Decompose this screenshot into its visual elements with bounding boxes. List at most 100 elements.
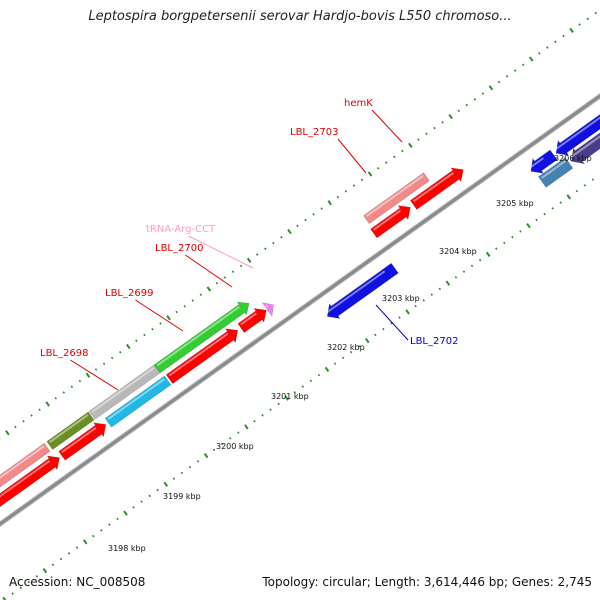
upper-tick [360, 178, 364, 182]
upper-tick [586, 17, 589, 21]
lower-tick [445, 280, 451, 286]
lower-tick [180, 471, 184, 475]
lower-tick [196, 460, 200, 463]
gene-g8 [153, 301, 250, 374]
upper-tick [384, 161, 388, 164]
upper-tick [336, 195, 340, 199]
upper-tick [143, 333, 146, 337]
upper-tick [473, 98, 477, 101]
gene-g18 [571, 132, 600, 165]
upper-tick [497, 80, 501, 84]
gene-g1 [0, 442, 51, 488]
upper-tick [546, 46, 549, 49]
gene-shine [541, 160, 566, 179]
lower-tick [67, 552, 71, 555]
map-title: Leptospira borgpetersenii serovar Hardjo… [88, 9, 512, 24]
lower-tick [422, 299, 425, 302]
upper-tick [304, 218, 307, 222]
upper-tick [425, 132, 428, 136]
lower-tick [324, 366, 330, 372]
upper-tick [448, 113, 453, 120]
upper-tick [367, 171, 373, 177]
upper-tick [78, 379, 82, 383]
lower-tick [59, 557, 63, 561]
upper-tick [246, 257, 252, 263]
gene-label-g8: LBL_2699 [105, 288, 153, 299]
leader-g13 [371, 109, 403, 143]
gene-labels: LBL_2698 LBL_2699 LBL_2700 tRNA-Arg-CCT LBL_… [40, 98, 458, 359]
lower-tick [511, 235, 514, 239]
upper-tick [320, 207, 323, 210]
backbone-line [0, 94, 600, 526]
lower-tick [454, 276, 458, 279]
lower-tick [495, 247, 498, 250]
lower-tick [503, 241, 506, 245]
lower-tick [261, 414, 264, 417]
upper-tick [30, 414, 33, 417]
upper-tick [231, 270, 235, 274]
lower-tick [92, 534, 95, 538]
lower-tick [566, 194, 572, 200]
lower-tick [559, 201, 562, 204]
lower-tick [277, 402, 280, 406]
lower-tick [535, 218, 538, 222]
gene-shine [156, 306, 240, 367]
lower-tick [591, 178, 595, 181]
gene-shine [570, 135, 600, 158]
gene-shine [107, 378, 165, 420]
upper-tick [408, 142, 413, 148]
gene-g9 [237, 308, 267, 334]
upper-tick [569, 27, 574, 33]
lower-tick [526, 223, 531, 229]
lower-tick [575, 189, 579, 193]
gene-g11 [326, 262, 399, 319]
upper-tick [45, 401, 50, 407]
upper-tick [199, 293, 203, 297]
upper-tick [344, 190, 348, 193]
upper-tick [62, 391, 66, 394]
lower-tick [414, 304, 417, 308]
lower-tick [35, 575, 39, 578]
upper-tick [393, 155, 396, 159]
lower-tick [11, 592, 14, 595]
lower-tick [244, 424, 249, 430]
lower-tick [317, 373, 321, 377]
upper-tick [223, 276, 227, 279]
lower-tick [551, 207, 554, 210]
gene-shine [373, 209, 402, 231]
leader-g10 [188, 235, 254, 269]
upper-tick [183, 304, 186, 308]
gene-shine [0, 445, 45, 479]
lower-tick [478, 258, 482, 262]
upper-tick [70, 385, 74, 389]
lower-tick [27, 580, 31, 584]
gene-label-g11: LBL_2702 [410, 336, 458, 347]
upper-tick [528, 56, 534, 62]
upper-tick [538, 52, 541, 55]
upper-tick [5, 430, 10, 436]
lower-tick [374, 333, 377, 337]
lower-tick [382, 327, 385, 331]
lower-tick [156, 488, 159, 492]
gene-label-g5: LBL_2698 [40, 348, 88, 359]
gene-g2 [0, 455, 60, 508]
lower-tick [357, 345, 361, 348]
upper-tick [54, 396, 57, 400]
lower-tick [172, 477, 176, 480]
gene-shine [412, 172, 454, 203]
lower-tick [333, 362, 337, 365]
gene-g16 [537, 157, 574, 188]
lower-tick [75, 546, 79, 549]
leader-g12 [337, 138, 367, 174]
upper-tick [352, 184, 356, 187]
label-leaders [70, 109, 409, 391]
leader-g8 [135, 299, 184, 332]
kbp-tick-label: 3203 kbp [382, 294, 420, 303]
upper-tick [562, 34, 565, 38]
upper-tick [554, 40, 557, 44]
gene-shine [168, 332, 229, 377]
gene-g3 [46, 411, 95, 451]
gene-shine [240, 312, 257, 326]
upper-tick [433, 126, 436, 130]
kbp-scale-labels: 3198 kbp 3199 kbp 3200 kbp 3201 kbp 3202 kbp… [108, 154, 592, 553]
